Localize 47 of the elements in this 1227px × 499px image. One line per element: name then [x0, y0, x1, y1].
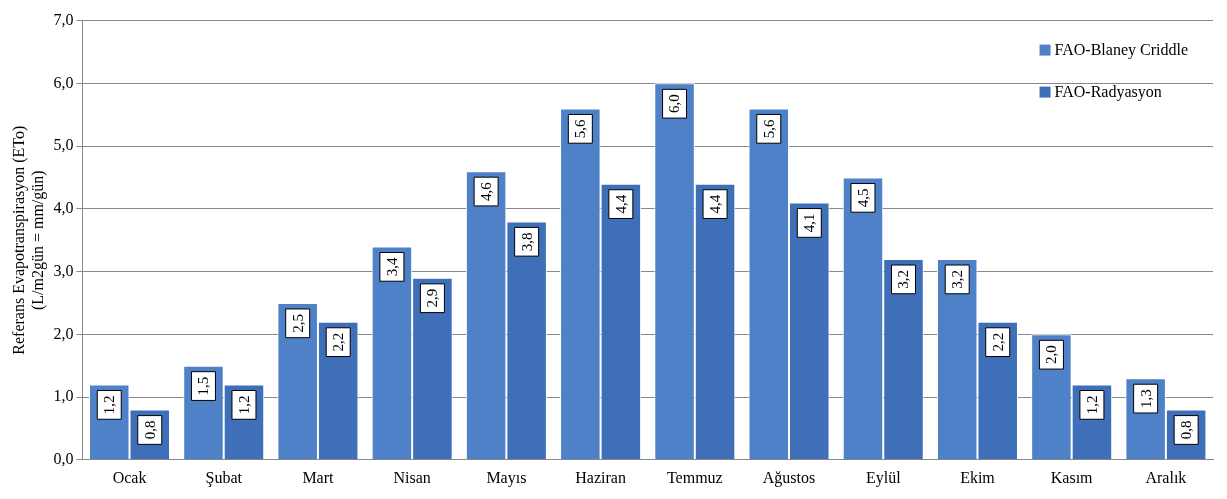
data-label: 1,2 — [235, 395, 252, 415]
x-tick-label: Kasım — [1050, 468, 1094, 486]
data-label: 2,9 — [424, 288, 441, 308]
data-label: 1,2 — [101, 395, 118, 415]
data-label: 5,6 — [760, 118, 777, 139]
x-tick-label: Ocak — [112, 468, 147, 486]
data-label: 4,5 — [854, 188, 871, 208]
data-label: 2,2 — [989, 332, 1006, 352]
x-tick-label: Nisan — [393, 468, 431, 486]
data-label: 2,2 — [330, 332, 347, 352]
x-tick-label: Ekim — [960, 468, 996, 486]
data-label: 4,4 — [612, 194, 629, 214]
data-label: 3,2 — [949, 270, 966, 289]
x-tick-label: Mart — [302, 468, 335, 486]
y-tick-label: 2,0 — [53, 324, 74, 342]
x-tick-label: Ağustos — [762, 468, 816, 487]
y-tick-label: 4,0 — [53, 199, 74, 217]
data-label: 1,2 — [1083, 395, 1100, 415]
data-label: 1,3 — [1137, 389, 1154, 408]
data-label: 4,6 — [478, 181, 495, 201]
x-tick-label: Haziran — [575, 468, 626, 486]
data-label: 3,8 — [518, 232, 535, 252]
data-label: 5,6 — [572, 118, 589, 139]
y-axis-title: Referans Evapotranspirasyon (ETo) (L/m2gün = mm/gün) — [9, 125, 47, 355]
x-tick-label: Mayıs — [486, 468, 527, 487]
data-label: 4,1 — [801, 213, 818, 233]
y-tick-label: 5,0 — [53, 136, 74, 154]
x-tick-label: Aralık — [1145, 468, 1187, 486]
x-tick-label: Eylül — [865, 468, 902, 487]
data-label: 2,0 — [1043, 345, 1060, 365]
legend-label: FAO-Blaney Criddle — [1054, 40, 1189, 59]
y-tick-label: 3,0 — [53, 261, 74, 279]
legend-label: FAO-Radyasyon — [1054, 82, 1162, 101]
data-label: 0,8 — [1178, 420, 1195, 440]
data-label: 1,5 — [195, 376, 212, 396]
data-label: 4,4 — [707, 194, 723, 214]
y-tick-label: 1,0 — [53, 387, 74, 405]
x-tick-label: Temmuz — [666, 468, 723, 486]
data-label: 6,0 — [666, 94, 683, 114]
y-tick-label: 7,0 — [53, 10, 74, 28]
data-label: 0,8 — [141, 420, 158, 440]
data-label: 3,2 — [895, 270, 912, 289]
data-label: 3,4 — [383, 256, 400, 277]
x-tick-label: Şubat — [205, 468, 243, 487]
data-label: 2,5 — [289, 313, 306, 333]
y-tick-label: 6,0 — [53, 73, 74, 91]
y-tick-label: 0,0 — [53, 450, 74, 467]
